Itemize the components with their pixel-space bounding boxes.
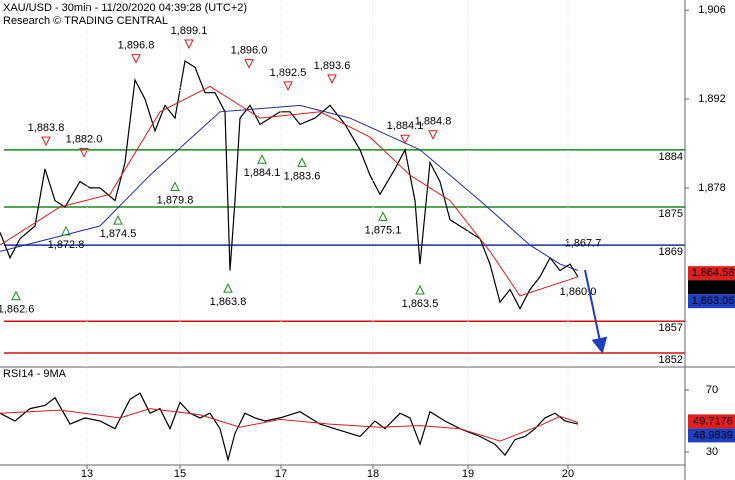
price-tag-label: 1,863.68 — [692, 281, 735, 293]
target-label: 1,867.7 — [565, 237, 602, 249]
forecast-arrow — [584, 269, 608, 354]
annotation-label: 1,872.8 — [48, 239, 85, 251]
low-marker — [257, 154, 267, 164]
price-tag — [688, 428, 735, 443]
chart-subtitle: Research © TRADING CENTRAL — [3, 15, 168, 27]
annotation-label: 1,863.8 — [210, 296, 247, 308]
annotation-label: 1,879.8 — [157, 194, 194, 206]
annotation-label: 1,863.5 — [402, 298, 439, 310]
price-tag — [688, 266, 735, 281]
series-line — [0, 408, 579, 442]
annotation-label: 1,874.5 — [100, 228, 137, 240]
high-marker — [283, 81, 293, 91]
y-tick-label: 30 — [706, 446, 718, 458]
annotation-label: 1,896.0 — [231, 45, 268, 57]
x-tick-label: 20 — [562, 468, 574, 480]
series-line — [0, 104, 579, 271]
high-marker — [79, 148, 89, 158]
low-marker — [61, 225, 71, 236]
x-tick-label: 19 — [462, 468, 474, 480]
high-marker — [327, 74, 337, 85]
high-marker — [400, 134, 410, 145]
level-label: 1875 — [659, 208, 683, 220]
price-tag — [688, 294, 735, 309]
y-tick-label: 1,878 — [698, 182, 726, 194]
x-tick-label: 17 — [275, 468, 287, 480]
y-tick-label: 70 — [706, 384, 718, 396]
x-tick-label: 15 — [174, 468, 186, 480]
high-marker — [41, 136, 51, 147]
annotation-label: 1,883.6 — [284, 170, 321, 182]
annotation-label: 1,875.1 — [365, 224, 402, 236]
annotation-label: 1,883.8 — [28, 122, 65, 134]
series-line — [0, 392, 579, 463]
level-label: 1884 — [659, 151, 683, 163]
high-marker — [428, 130, 438, 140]
low-marker — [11, 290, 21, 301]
level-label: 1869 — [659, 246, 683, 258]
high-marker — [244, 59, 254, 69]
target-label: 1,860.0 — [560, 286, 597, 298]
price-tag-label: 48.9839 — [693, 429, 733, 441]
low-marker — [297, 157, 307, 167]
price-tag-label: 49.7176 — [693, 415, 733, 427]
panel-title: RSI14 - 9MA — [3, 368, 67, 380]
low-marker — [223, 282, 233, 293]
x-tick-label: 13 — [81, 468, 93, 480]
price-tag-label: 1,864.58 — [692, 267, 735, 279]
series-line — [0, 60, 579, 310]
x-tick-label: 18 — [367, 468, 379, 480]
level-label: 1857 — [659, 322, 683, 334]
price-tag — [688, 280, 735, 295]
price-tag — [688, 414, 735, 429]
low-marker — [113, 215, 123, 225]
level-label: 1852 — [659, 354, 683, 366]
annotation-label: 1,896.8 — [118, 39, 155, 51]
annotation-label: 1,882.0 — [66, 133, 103, 145]
series-line — [0, 85, 579, 297]
annotation-label: 1,884.8 — [415, 116, 452, 128]
low-marker — [170, 181, 180, 192]
annotation-label: 1,899.1 — [171, 25, 208, 37]
annotation-label: 1,892.5 — [270, 67, 307, 79]
low-marker — [378, 211, 388, 221]
y-tick-label: 1,906 — [698, 4, 726, 16]
annotation-label: 1,893.6 — [314, 60, 351, 72]
annotation-label: 1,884.1 — [244, 167, 281, 179]
annotation-label: 1,884.1 — [387, 120, 424, 132]
price-tag-label: 1,863.06 — [692, 295, 735, 307]
high-marker — [131, 54, 141, 64]
high-marker — [184, 39, 194, 50]
y-tick-label: 1,892 — [698, 93, 726, 105]
chart-title: XAU/USD - 30min - 11/20/2020 04:39:28 (U… — [3, 2, 247, 14]
low-marker — [415, 284, 425, 295]
annotation-label: 1,862.6 — [0, 304, 34, 316]
